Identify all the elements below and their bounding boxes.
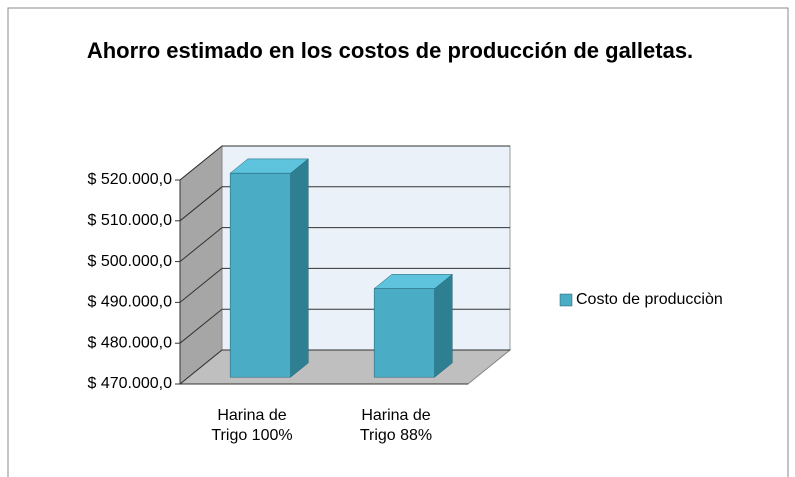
y-tick-label: $ 490.000,0 bbox=[87, 294, 172, 311]
y-tick-label: $ 520.000,0 bbox=[87, 171, 172, 188]
legend-label: Costo de producciòn bbox=[576, 291, 723, 308]
bar bbox=[229, 172, 291, 378]
grid-line bbox=[179, 186, 510, 222]
y-tick-label: $ 480.000,0 bbox=[87, 334, 172, 351]
side-wall bbox=[179, 144, 223, 386]
bar-side bbox=[434, 273, 453, 378]
grid-line bbox=[179, 227, 510, 262]
grid-line bbox=[179, 145, 510, 181]
y-tick-label: $ 510.000,0 bbox=[87, 212, 172, 229]
legend-swatch bbox=[559, 293, 573, 307]
bar bbox=[373, 288, 435, 378]
y-tick-label: $ 470.000,0 bbox=[87, 375, 172, 392]
bar-side bbox=[290, 158, 309, 378]
grid-line bbox=[179, 267, 510, 303]
x-tick-label: Harina de Trigo 100% bbox=[211, 407, 293, 444]
floor bbox=[178, 349, 512, 385]
chart-title: Ahorro estimado en los costos de producc… bbox=[86, 38, 694, 63]
y-tick-label: $ 500.000,0 bbox=[87, 253, 172, 270]
x-tick-label: Harina de Trigo 88% bbox=[359, 407, 433, 444]
